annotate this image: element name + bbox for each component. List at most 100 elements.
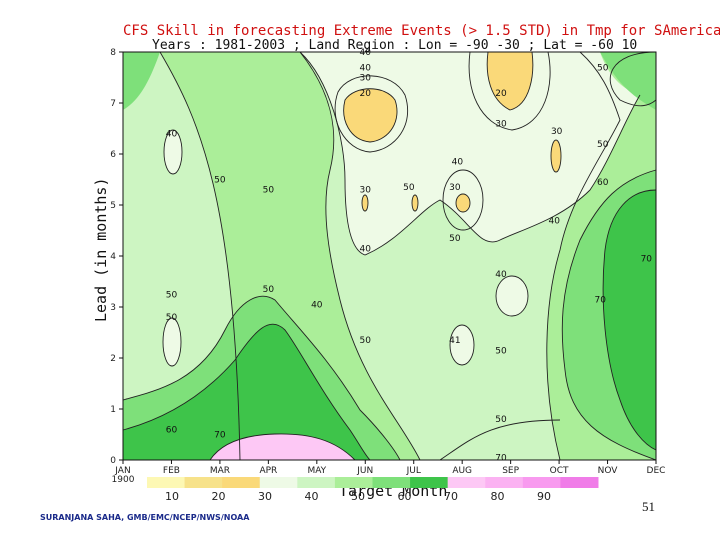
x-tick-label: JAN [114, 466, 130, 476]
legend-swatch [259, 477, 298, 488]
legend-label: 20 [212, 490, 226, 503]
contour-label: 40 [360, 48, 372, 58]
x-tick-label: JUN [356, 466, 373, 476]
legend-label: 50 [351, 490, 365, 503]
legend-label: 10 [165, 490, 179, 503]
legend-swatch [410, 477, 449, 488]
legend-label: 80 [491, 490, 505, 503]
contour-label: 30 [551, 127, 563, 137]
contour-label: 40 [549, 216, 561, 226]
contour-line [299, 51, 641, 256]
contour-label: 70 [495, 453, 507, 463]
contour-label: 40 [166, 130, 178, 140]
y-axis: 0 1 2 3 4 5 6 7 8 [110, 48, 123, 466]
contour-label: 20 [360, 89, 372, 99]
region-30-40-aug [450, 325, 474, 365]
chart-subtitle: Years : 1981-2003 ; Land Region : Lon = … [152, 38, 637, 53]
region-20-30-aug [487, 52, 533, 110]
x-tick-label: FEB [163, 466, 180, 476]
region-20-30-jun-b [362, 195, 368, 211]
contour-line [455, 193, 471, 213]
contour-label: 40 [495, 270, 507, 280]
contour-line [334, 75, 409, 153]
contour-label: 70 [214, 431, 226, 441]
region-60-70-topleft [123, 52, 160, 110]
contour-label: 40 [452, 158, 464, 168]
x-tick-label: NOV [598, 466, 619, 476]
x-tick-label: APR [259, 466, 277, 476]
color-legend: 10 20 30 40 50 60 70 80 90 [147, 477, 599, 503]
contour-line [609, 51, 657, 107]
legend-swatch [485, 477, 524, 488]
y-tick-label: 2 [110, 354, 116, 364]
contour-line [411, 194, 419, 212]
y-tick-label: 7 [110, 99, 116, 109]
legend-swatch [560, 477, 599, 488]
region-30-40-sep [496, 276, 528, 316]
legend-label: 40 [305, 490, 319, 503]
contour-line [209, 433, 356, 461]
region-20-30-aug-b [456, 194, 470, 212]
contour-line [442, 169, 484, 231]
legend-label: 70 [444, 490, 458, 503]
contour-label: 50 [360, 336, 372, 346]
chart-title: CFS Skill in forecasting Extreme Events … [123, 23, 720, 39]
contour-label: 40 [360, 244, 372, 254]
contour-line [495, 275, 529, 317]
contour-label: 30 [360, 74, 372, 84]
region-70-80-right [603, 190, 656, 450]
x-tick-label: 1900 [112, 475, 135, 485]
y-axis-label: Lead (in months) [92, 178, 110, 323]
contour-line [602, 189, 657, 451]
contour-label: 50 [166, 313, 178, 323]
contour-label: 41 [449, 336, 460, 346]
y-tick-label: 6 [110, 150, 116, 160]
legend-swatch [334, 477, 373, 488]
contour-label: 50 [495, 346, 507, 356]
contour-label: 30 [495, 119, 507, 129]
contour-label: 60 [166, 425, 178, 435]
region-80-90-bottom [210, 433, 355, 460]
contour-line [361, 194, 369, 212]
x-tick-label: OCT [550, 466, 569, 476]
contour-line [299, 51, 421, 461]
contour-label: 60 [597, 178, 609, 188]
contour-line [468, 51, 551, 131]
contour-label: 50 [597, 63, 609, 73]
contour-label: 30 [449, 183, 461, 193]
contour-line [122, 295, 401, 461]
region-20-30-oct [551, 140, 561, 172]
contour-line [343, 88, 398, 143]
contour-line [162, 317, 182, 367]
legend-swatch [222, 477, 261, 488]
contour-label: 50 [403, 183, 415, 193]
contour-label: 40 [311, 300, 323, 310]
x-tick-label: AUG [452, 466, 472, 476]
contour-label: 20 [495, 89, 507, 99]
legend-swatch [147, 477, 186, 488]
y-tick-label: 3 [110, 303, 116, 313]
x-tick-label: DEC [647, 466, 666, 476]
contour-label: 30 [360, 186, 372, 196]
contour-line [449, 324, 475, 366]
y-tick-label: 8 [110, 48, 116, 58]
legend-swatch [297, 477, 336, 488]
contour-label: 40 [360, 63, 372, 73]
region-20-30-jun [343, 88, 398, 142]
contour-line [561, 169, 657, 461]
contour-label: 50 [597, 140, 609, 150]
contour-line [159, 51, 241, 461]
region-70-80-bottomleft [123, 324, 370, 460]
contour-label: 50 [214, 176, 226, 186]
x-tick-label: MAY [307, 466, 326, 476]
contour-line [546, 51, 621, 461]
x-tick-label: SEP [502, 466, 519, 476]
contour-label: 50 [263, 285, 275, 295]
legend-label: 90 [537, 490, 551, 503]
page-number: 51 [642, 499, 655, 514]
legend-swatch [184, 477, 223, 488]
